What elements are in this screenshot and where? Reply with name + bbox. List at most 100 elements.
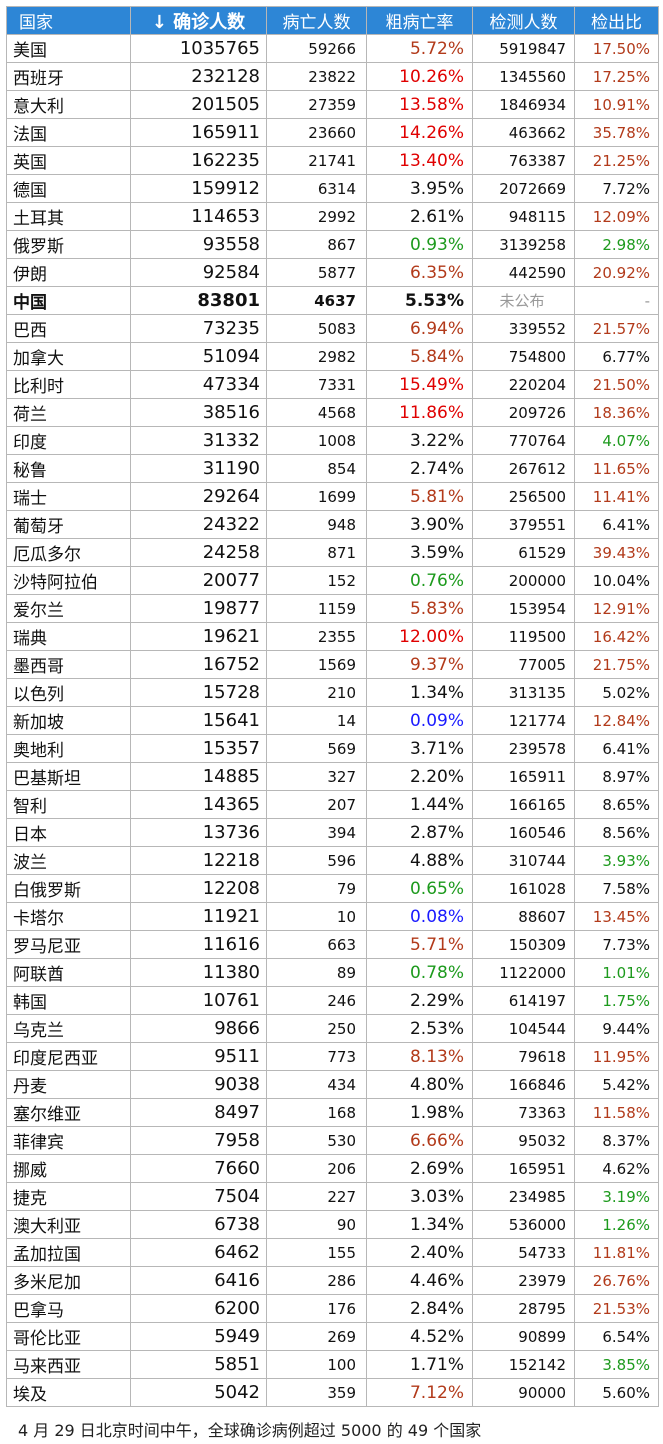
cell-confirmed: 5042 [130,1378,267,1407]
cell-ratio: 4.07% [574,426,659,455]
cell-cfr: 5.83% [366,594,473,623]
cell-confirmed: 19877 [130,594,267,623]
cell-tests: 79618 [472,1042,575,1071]
cell-country: 西班牙 [6,62,131,91]
table-row: 中国 83801 4637 5.53% 未公布 - [6,286,659,315]
cell-tests: 200000 [472,566,575,595]
cell-confirmed: 8497 [130,1098,267,1127]
cell-cfr: 2.87% [366,818,473,847]
cell-country: 意大利 [6,90,131,119]
cell-deaths: 27359 [266,90,367,119]
cell-confirmed: 7958 [130,1126,267,1155]
cell-ratio: 5.42% [574,1070,659,1099]
cell-cfr: 2.69% [366,1154,473,1183]
cell-deaths: 250 [266,1014,367,1043]
cell-deaths: 227 [266,1182,367,1211]
cell-country: 阿联酋 [6,958,131,987]
cell-country: 卡塔尔 [6,902,131,931]
cell-cfr: 1.98% [366,1098,473,1127]
table-row: 卡塔尔 11921 10 0.08% 88607 13.45% [6,902,659,931]
cell-ratio: 3.93% [574,846,659,875]
cell-confirmed: 6738 [130,1210,267,1239]
header-deaths[interactable]: 病亡人数 [266,6,367,35]
cell-ratio: 21.57% [574,314,659,343]
cell-tests: 239578 [472,734,575,763]
header-country[interactable]: 国家 [6,6,131,35]
table-row: 巴拿马 6200 176 2.84% 28795 21.53% [6,1294,659,1323]
cell-confirmed: 6462 [130,1238,267,1267]
cell-ratio: 21.53% [574,1294,659,1323]
cell-deaths: 1159 [266,594,367,623]
cell-deaths: 286 [266,1266,367,1295]
cell-tests: 160546 [472,818,575,847]
cell-cfr: 13.58% [366,90,473,119]
cell-tests: 150309 [472,930,575,959]
cell-confirmed: 14365 [130,790,267,819]
cell-confirmed: 16752 [130,650,267,679]
cell-confirmed: 19621 [130,622,267,651]
cell-deaths: 89 [266,958,367,987]
cell-confirmed: 12218 [130,846,267,875]
header-confirmed-sorted[interactable]: ↓ 确诊人数 [130,6,267,35]
cell-confirmed: 11616 [130,930,267,959]
table-row: 白俄罗斯 12208 79 0.65% 161028 7.58% [6,874,659,903]
cell-confirmed: 10761 [130,986,267,1015]
cell-deaths: 2982 [266,342,367,371]
cell-cfr: 6.35% [366,258,473,287]
cell-tests: 2072669 [472,174,575,203]
header-cfr[interactable]: 粗病亡率 [366,6,473,35]
cell-country: 巴西 [6,314,131,343]
cell-tests: 209726 [472,398,575,427]
cell-ratio: 11.41% [574,482,659,511]
cell-ratio: 11.58% [574,1098,659,1127]
cell-confirmed: 51094 [130,342,267,371]
cell-cfr: 3.71% [366,734,473,763]
header-tests[interactable]: 检测人数 [472,6,575,35]
cell-tests: 28795 [472,1294,575,1323]
cell-country: 白俄罗斯 [6,874,131,903]
cell-tests: 166165 [472,790,575,819]
cell-cfr: 2.61% [366,202,473,231]
cell-cfr: 0.09% [366,706,473,735]
cell-cfr: 1.34% [366,1210,473,1239]
cell-cfr: 2.74% [366,454,473,483]
cell-cfr: 2.20% [366,762,473,791]
cell-tests: 未公布 [472,286,575,315]
cell-ratio: 8.37% [574,1126,659,1155]
cell-tests: 267612 [472,454,575,483]
cell-tests: 73363 [472,1098,575,1127]
cell-ratio: 2.98% [574,230,659,259]
table-body: 美国 1035765 59266 5.72% 5919847 17.50% 西班牙 23212… [6,34,659,1407]
cell-cfr: 3.22% [366,426,473,455]
cell-country: 比利时 [6,370,131,399]
cell-deaths: 5083 [266,314,367,343]
cell-ratio: 11.81% [574,1238,659,1267]
cell-cfr: 3.59% [366,538,473,567]
table-header-row: 国家 ↓ 确诊人数 病亡人数 粗病亡率 检测人数 检出比 [6,6,659,35]
cell-ratio: 7.73% [574,930,659,959]
cell-confirmed: 9866 [130,1014,267,1043]
table-row: 埃及 5042 359 7.12% 90000 5.60% [6,1378,659,1407]
cell-deaths: 359 [266,1378,367,1407]
header-ratio[interactable]: 检出比 [574,6,659,35]
table-row: 巴基斯坦 14885 327 2.20% 165911 8.97% [6,762,659,791]
cell-confirmed: 9511 [130,1042,267,1071]
cell-ratio: 21.50% [574,370,659,399]
cell-cfr: 10.26% [366,62,473,91]
cell-confirmed: 38516 [130,398,267,427]
cell-country: 奥地利 [6,734,131,763]
cell-cfr: 3.03% [366,1182,473,1211]
cell-confirmed: 47334 [130,370,267,399]
cell-confirmed: 5851 [130,1350,267,1379]
cell-confirmed: 15728 [130,678,267,707]
cell-confirmed: 162235 [130,146,267,175]
cell-ratio: 1.01% [574,958,659,987]
cell-deaths: 5877 [266,258,367,287]
cell-confirmed: 6416 [130,1266,267,1295]
table-row: 秘鲁 31190 854 2.74% 267612 11.65% [6,454,659,483]
cell-deaths: 207 [266,790,367,819]
cell-country: 日本 [6,818,131,847]
cell-confirmed: 165911 [130,118,267,147]
cell-deaths: 2992 [266,202,367,231]
cell-deaths: 394 [266,818,367,847]
